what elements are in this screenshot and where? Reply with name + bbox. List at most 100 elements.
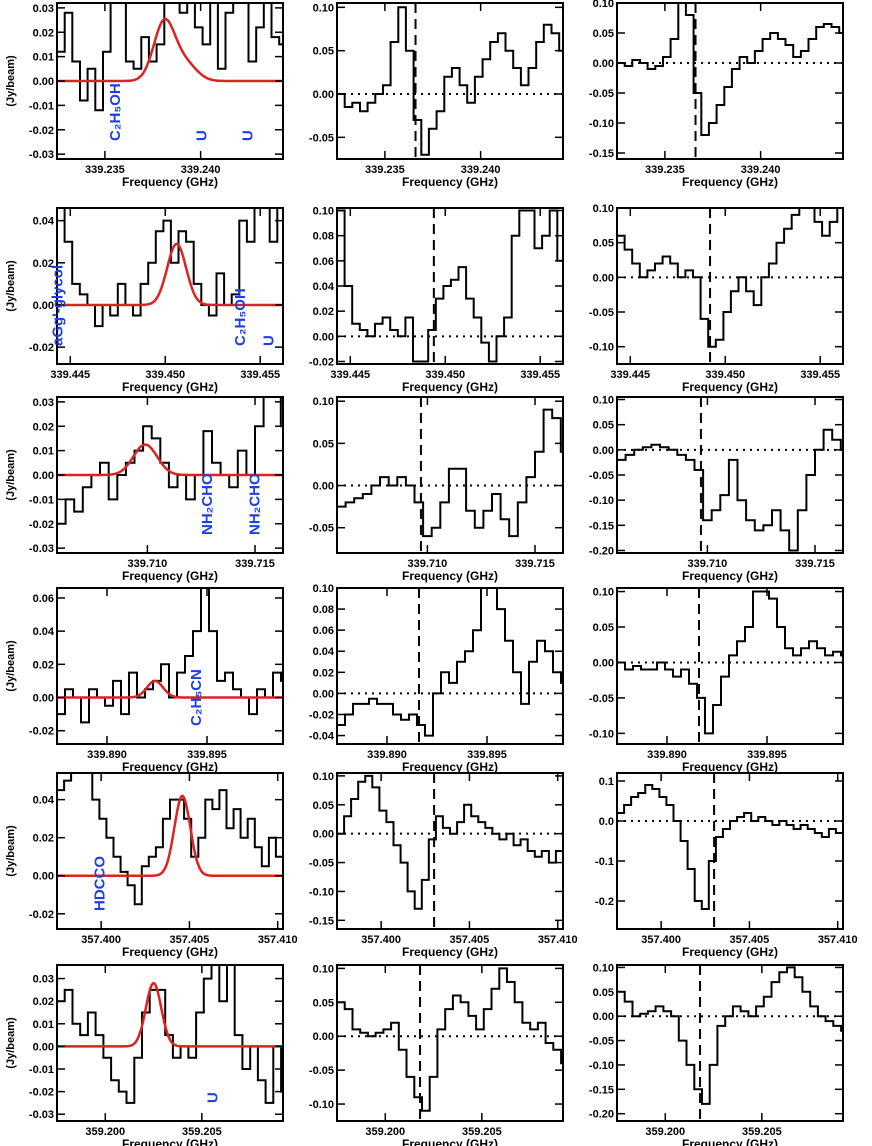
y-axis-label: (Jy/beam): [5, 1017, 17, 1069]
panel-r1-c0: -0.02 0.00 0.02 0.04 339.445 339.450 339.455 Fr…: [5, 207, 284, 394]
spectrum-line: [617, 208, 843, 348]
y-tick-label: 0.00: [33, 300, 54, 312]
x-axis-label: Frequency (GHz): [682, 175, 778, 189]
spectrum-line: [337, 967, 563, 1112]
y-tick-label: 0.04: [313, 646, 335, 658]
x-tick-label: 339.710: [688, 558, 728, 570]
species-label: HDCCO: [92, 856, 109, 911]
spectrum-line: [57, 965, 283, 1104]
x-axis-label: Frequency (GHz): [122, 175, 218, 189]
y-tick-label: -0.10: [309, 886, 334, 898]
panel-r1-c1: -0.02 0.00 0.02 0.04 0.06 0.08 0.10 339.445 339.…: [309, 206, 564, 394]
y-tick-label: -0.01: [29, 100, 54, 112]
y-tick-label: -0.20: [589, 1109, 614, 1121]
x-tick-label: 359.205: [742, 1126, 782, 1138]
y-tick-label: -0.02: [29, 342, 54, 354]
y-tick-label: -0.05: [309, 523, 334, 535]
species-label: aGg'-glycol: [50, 265, 67, 346]
y-tick-label: 0.10: [313, 396, 334, 408]
spectrum-line: [617, 966, 843, 1105]
x-axis-label: Frequency (GHz): [122, 569, 218, 583]
y-tick-label: 0.00: [593, 272, 614, 284]
x-tick-label: 359.200: [365, 1126, 405, 1138]
y-tick-label: -0.04: [309, 731, 335, 743]
x-axis-label: Frequency (GHz): [402, 569, 498, 583]
x-tick-label: 339.895: [467, 749, 507, 761]
x-tick-label: 339.235: [85, 164, 125, 176]
y-tick-label: -0.02: [309, 709, 334, 721]
plot-frame: [336, 2, 564, 160]
y-tick-label: 0.06: [313, 256, 334, 268]
y-tick-label: 0.00: [313, 1031, 334, 1043]
y-tick-label: -0.05: [589, 88, 614, 100]
y-tick-label: -0.10: [589, 1060, 614, 1072]
y-tick-label: 0.05: [313, 997, 334, 1009]
x-tick-label: 357.410: [258, 934, 298, 946]
species-label: U: [204, 1092, 221, 1103]
spectrum-line: [57, 773, 283, 906]
y-tick-label: 0.04: [33, 216, 55, 228]
y-tick-label: -0.03: [29, 1109, 54, 1121]
y-tick-label: 0.05: [593, 238, 614, 250]
y-tick-label: 0.02: [33, 421, 54, 433]
x-tick-label: 339.455: [520, 369, 560, 381]
x-tick-label: 339.715: [795, 558, 835, 570]
x-tick-label: 357.410: [818, 934, 858, 946]
spectrum-line: [57, 588, 283, 724]
x-tick-label: 357.400: [361, 934, 401, 946]
y-tick-label: -0.15: [309, 915, 334, 927]
species-label: U: [193, 130, 210, 141]
y-tick-label: -0.05: [309, 1065, 334, 1077]
x-tick-label: 339.895: [747, 749, 787, 761]
y-axis-label: (Jy/beam): [5, 640, 17, 692]
x-axis-label: Frequency (GHz): [402, 380, 498, 394]
x-tick-label: 357.410: [538, 934, 578, 946]
y-tick-label: -0.05: [309, 132, 334, 144]
panel-r3-c1: -0.04 -0.02 0.00 0.02 0.04 0.06 0.08 0.10 339.89…: [309, 583, 564, 774]
spectrum-line: [337, 408, 563, 538]
y-tick-label: 0.00: [33, 470, 54, 482]
x-axis-label: Frequency (GHz): [402, 1137, 498, 1146]
y-tick-label: 0.10: [313, 206, 334, 218]
gaussian-fit-line: [57, 242, 283, 307]
plot-frame: [56, 207, 284, 365]
x-tick-label: 339.235: [365, 164, 405, 176]
x-axis-label: Frequency (GHz): [402, 945, 498, 959]
y-tick-label: -0.02: [29, 726, 54, 738]
x-tick-label: 339.715: [235, 558, 275, 570]
y-tick-label: 0.10: [593, 203, 614, 215]
y-tick-label: 0.06: [313, 625, 334, 637]
x-axis-label: Frequency (GHz): [682, 380, 778, 394]
x-tick-label: 339.445: [50, 369, 90, 381]
y-tick-label: -0.1: [595, 856, 614, 868]
panel-r3-c0: -0.02 0.00 0.02 0.04 0.06 339.890 339.895Frequ…: [5, 587, 284, 774]
x-tick-label: 357.400: [641, 934, 681, 946]
panel-r1-c2: -0.10 -0.05 0.00 0.05 0.10 339.445 339.450 339.…: [589, 203, 844, 394]
y-tick-label: 0.06: [33, 593, 54, 605]
y-tick-label: 0.1: [599, 776, 614, 788]
y-tick-label: 0.00: [33, 693, 54, 705]
y-tick-label: -0.2: [595, 896, 614, 908]
x-axis-label: Frequency (GHz): [122, 1137, 218, 1146]
panel-r5-c0: -0.03 -0.02 -0.01 0.00 0.01 0.02 0.03 359.200 35…: [5, 964, 284, 1146]
x-tick-label: 339.890: [647, 749, 687, 761]
y-tick-label: 0.10: [313, 963, 334, 975]
y-tick-label: 0.00: [33, 871, 54, 883]
x-tick-label: 339.455: [800, 369, 840, 381]
y-tick-label: 0.02: [313, 667, 334, 679]
panel-r0-c1: -0.05 0.00 0.05 0.10 339.235 339.240Frequency…: [309, 2, 564, 189]
y-tick-label: 0.02: [33, 659, 54, 671]
panel-r2-c0: -0.03 -0.02 -0.01 0.00 0.01 0.02 0.03 339.710 33…: [5, 396, 284, 583]
y-tick-label: -0.15: [589, 520, 614, 532]
y-tick-label: 0.04: [33, 626, 55, 638]
plot-frame: [616, 772, 844, 930]
y-tick-label: -0.02: [29, 1087, 54, 1099]
plot-frame: [56, 587, 284, 745]
y-tick-label: -0.02: [29, 519, 54, 531]
y-tick-label: 0.03: [33, 397, 54, 409]
x-tick-label: 359.200: [85, 1126, 125, 1138]
panel-r4-c2: -0.2 -0.1 0.0 0.1 357.400 357.405 357.410 Frequ…: [595, 772, 858, 959]
x-axis-label: Frequency (GHz): [682, 760, 778, 774]
plot-frame: [56, 964, 284, 1122]
